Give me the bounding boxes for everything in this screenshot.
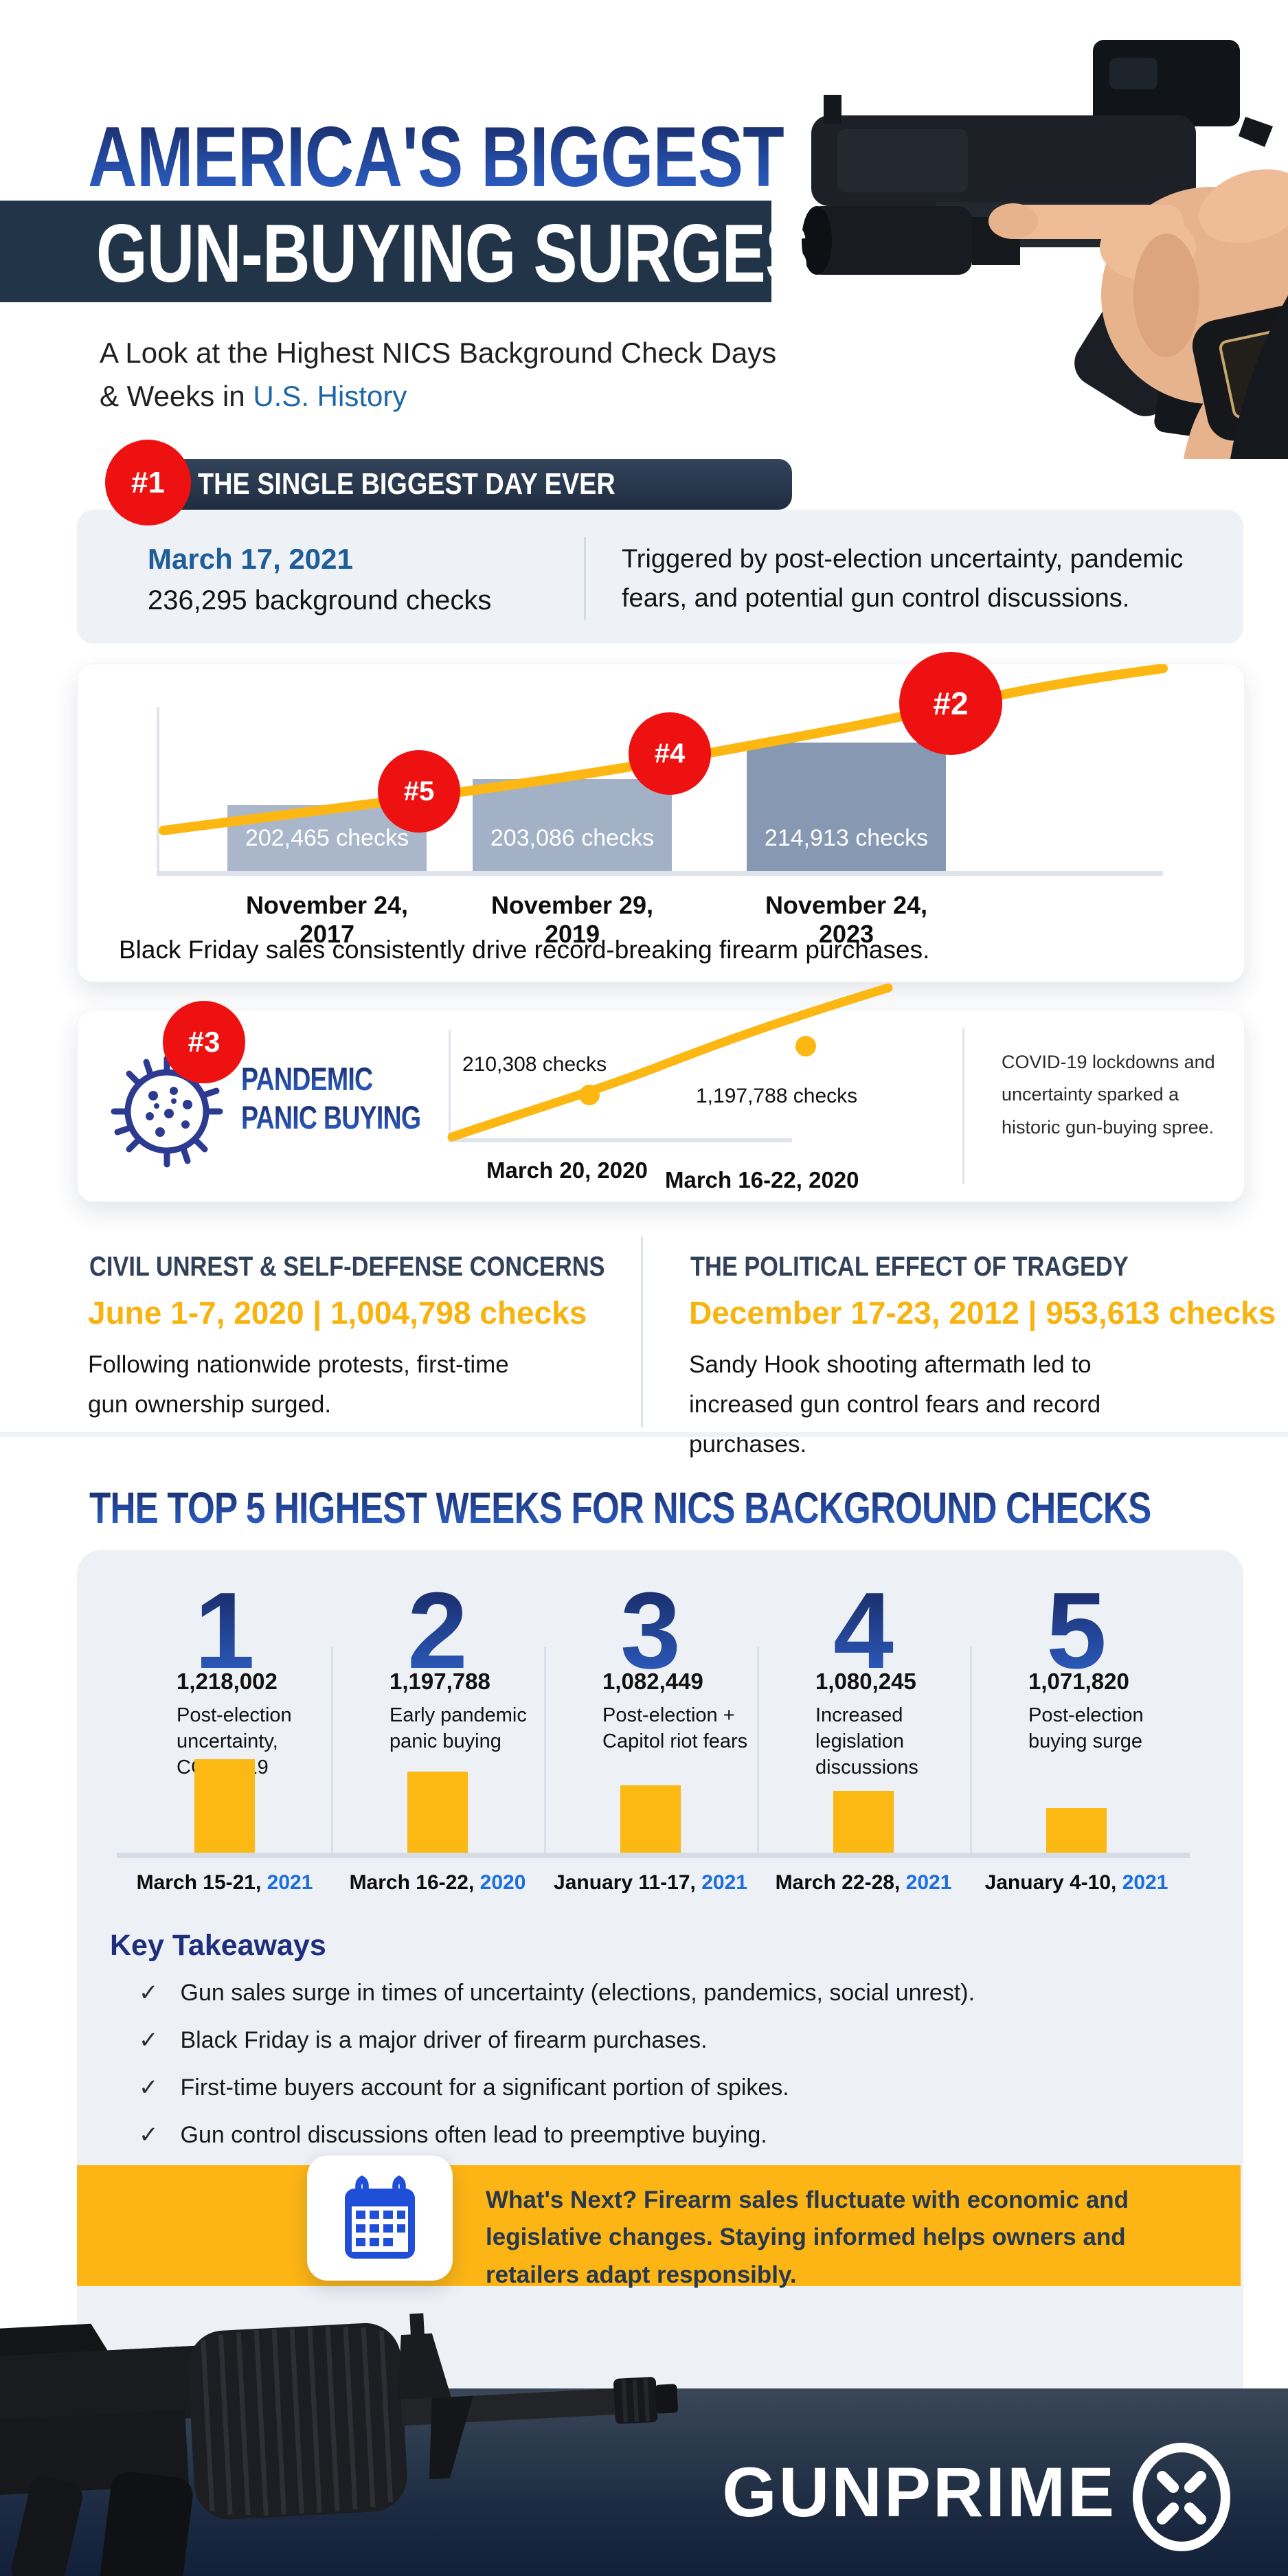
brand-mark-icon (1127, 2442, 1236, 2555)
pistol-photo-icon (802, 40, 1288, 459)
bar-2023-label: 214,913 checks (764, 825, 929, 851)
top5-date-5: January 4-10, 2021 (984, 1871, 1168, 1894)
card-divider (584, 537, 586, 620)
title-band (0, 201, 872, 302)
rank-badge-4: #4 (629, 712, 711, 795)
rank-badge-2: #2 (899, 652, 1002, 755)
check-icon: ✓ (139, 2027, 159, 2053)
top5-date-1: March 15-21, 2021 (136, 1871, 313, 1894)
rank-1: 1 (194, 1570, 255, 1691)
calendar-icon (345, 2175, 415, 2259)
check-icon: ✓ (139, 2075, 159, 2101)
top5-bar-2 (407, 1772, 468, 1853)
events-divider (641, 1236, 643, 1427)
pandemic-point1-label: 210,308 checks (462, 1053, 607, 1076)
whats-next-banner: What's Next? Firearm sales fluctuate wit… (77, 2165, 1241, 2288)
x-axis (157, 871, 1163, 876)
main-title-line1: AMERICA'S BIGGEST (88, 110, 784, 205)
subtitle-highlight: U.S. History (253, 380, 407, 412)
event-right-stat: December 17-23, 2012 | 953,613 checks (689, 1295, 1276, 1331)
rifle-photo (0, 2255, 790, 2576)
pandemic-x-axis (449, 1138, 792, 1142)
brand-wordmark: GUNPRIME (722, 2453, 1116, 2531)
record-day-count: 236,295 background checks (148, 585, 492, 615)
bar-2019-label: 203,086 checks (490, 825, 655, 851)
pandemic-title: PANDEMIC PANIC BUYING (241, 1060, 466, 1138)
black-friday-caption: Black Friday sales consistently drive re… (119, 936, 930, 964)
record-day-card: March 17, 2021 236,295 background checks… (77, 510, 1243, 644)
pandemic-point1-date: March 20, 2020 (486, 1157, 648, 1183)
trend-line-icon (159, 664, 1168, 835)
takeaway-item: ✓ Gun control discussions often lead to p… (139, 2122, 767, 2148)
black-friday-chart-card: 202,465 checks 203,086 checks 214,913 ch… (77, 652, 1245, 982)
column-divider (544, 1647, 546, 1857)
top5-title: THE TOP 5 HIGHEST WEEKS FOR NICS BACKGRO… (89, 1483, 1151, 1533)
record-day-date: March 17, 2021 (148, 543, 353, 575)
bar-2017-date: November 24, 2017 (245, 891, 409, 948)
top5-date-4: March 22-28, 2021 (775, 1871, 952, 1894)
pandemic-description: COVID-19 lockdowns and uncertainty spark… (1002, 1052, 1215, 1138)
top5-baseline (117, 1853, 1190, 1858)
section-divider (0, 1432, 1288, 1437)
pandemic-card: #3 PANDEMIC PANIC BUYING (77, 983, 1245, 1202)
rank-3: 3 (620, 1570, 681, 1691)
rifle-icon (0, 2313, 679, 2576)
column-divider (970, 1647, 972, 1857)
bar-2023: 214,913 checks (747, 743, 946, 871)
top5-bar-1 (194, 1759, 255, 1853)
bar-2019: 203,086 checks (473, 779, 672, 871)
takeaway-item: ✓ Black Friday is a major driver of firea… (139, 2027, 708, 2053)
top5-date-2: March 16-22, 2020 (349, 1871, 526, 1894)
rank-badge-3: #3 (163, 1001, 245, 1083)
bar-2017-label: 202,465 checks (245, 825, 409, 851)
event-left-description: Following nationwide protests, first-tim… (88, 1351, 509, 1418)
subtitle: A Look at the Highest NICS Background Ch… (100, 337, 777, 412)
pandemic-y-axis (449, 1030, 451, 1140)
check-icon: ✓ (139, 2122, 159, 2148)
top5-item-2: 1,197,788 Early pandemic panic buying (389, 1669, 527, 1752)
pandemic-divider (962, 1028, 964, 1184)
column-divider (331, 1647, 333, 1857)
pandemic-line-icon (447, 983, 893, 1142)
section1-header-label: THE SINGLE BIGGEST DAY EVER (198, 467, 615, 501)
y-axis (157, 707, 159, 874)
whats-next-text: What's Next? Firearm sales fluctuate wit… (486, 2187, 1129, 2288)
rank-badge-1: #1 (105, 440, 191, 526)
top5-item-5: 1,071,820 Post-election buying surge (1028, 1669, 1144, 1752)
top5-bar-3 (620, 1785, 681, 1853)
takeaway-item: ✓ Gun sales surge in times of uncertainty… (139, 1980, 975, 2006)
event-left-stat: June 1-7, 2020 | 1,004,798 checks (88, 1295, 587, 1331)
rank-2: 2 (407, 1570, 468, 1691)
top5-bar-4 (833, 1791, 894, 1853)
event-right-description: Sandy Hook shooting aftermath led to inc… (689, 1351, 1101, 1458)
bar-2023-date: November 24, 2023 (765, 891, 928, 948)
rank-badge-5: #5 (378, 750, 460, 833)
event-right-heading: THE POLITICAL EFFECT OF TRAGEDY (690, 1252, 1129, 1282)
pistol-photo (771, 0, 1288, 459)
rank-4: 4 (833, 1570, 894, 1691)
section1-header-bar: THE SINGLE BIGGEST DAY EVER (115, 459, 792, 510)
pandemic-point2-date: March 16-22, 2020 (665, 1167, 859, 1193)
calendar-card (307, 2156, 453, 2281)
main-title-line2: GUN-BUYING SURGES (96, 207, 809, 300)
takeaway-item: ✓ First-time buyers account for a signifi… (139, 2075, 789, 2101)
top5-item-3: 1,082,449 Post-election + Capitol riot fe… (602, 1669, 748, 1752)
pandemic-point2-label: 1,197,788 checks (696, 1085, 858, 1107)
record-day-description: Triggered by post-election uncertainty, … (622, 545, 1184, 613)
virus-icon (111, 1055, 223, 1168)
rank-5: 5 (1046, 1570, 1107, 1691)
top5-item-4: 1,080,245 Increased legislation discussio… (815, 1669, 918, 1779)
check-icon: ✓ (139, 1980, 159, 2006)
event-left-heading: CIVIL UNREST & SELF-DEFENSE CONCERNS (89, 1252, 605, 1282)
bar-2019-date: November 29, 2019 (490, 891, 654, 948)
key-takeaways-title: Key Takeaways (110, 1929, 326, 1962)
top5-bar-5 (1046, 1808, 1107, 1853)
top5-date-3: January 11-17, 2021 (554, 1871, 747, 1894)
column-divider (757, 1647, 759, 1857)
